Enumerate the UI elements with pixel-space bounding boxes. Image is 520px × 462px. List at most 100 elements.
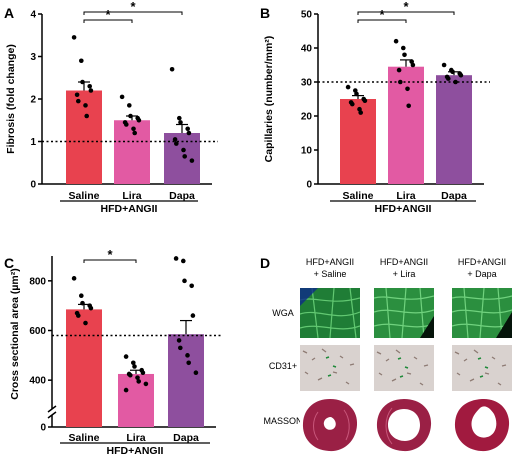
- y-axis-label: Cross sectional area (µm²): [9, 268, 21, 400]
- data-point: [178, 120, 183, 125]
- y-tick-label: 40: [301, 44, 313, 55]
- data-point: [143, 381, 149, 387]
- data-point: [169, 66, 175, 72]
- data-point: [189, 158, 195, 163]
- data-point: [181, 147, 186, 153]
- y-tick-label: 50: [301, 10, 313, 21]
- group-label: HFD+ANGII: [375, 203, 432, 215]
- category-label: Dapa: [173, 432, 199, 444]
- data-point: [128, 113, 133, 119]
- significance-bracket: [83, 19, 133, 23]
- category-label: Lira: [396, 190, 415, 202]
- data-point: [88, 305, 94, 311]
- masson-image-dapa: [452, 396, 512, 454]
- wga-image-saline: [300, 288, 360, 338]
- data-point: [123, 387, 129, 393]
- column-header-line1: HFD+ANGII: [306, 257, 354, 267]
- significance-star: *: [130, 0, 136, 14]
- data-point: [71, 276, 77, 281]
- data-point: [189, 283, 194, 289]
- data-point: [87, 83, 92, 89]
- category-label: Saline: [343, 190, 374, 202]
- wga-image-dapa: [452, 288, 512, 338]
- data-point: [131, 360, 136, 366]
- data-point: [401, 45, 406, 51]
- data-point: [441, 62, 447, 68]
- panel-letter-a: A: [4, 5, 14, 21]
- data-point: [178, 345, 183, 351]
- column-header-line2: + Saline: [314, 269, 347, 279]
- bar-lira: [114, 120, 150, 184]
- data-point: [446, 76, 451, 81]
- data-point: [80, 300, 85, 306]
- data-point: [132, 130, 137, 136]
- data-point: [79, 58, 84, 64]
- data-point: [83, 320, 88, 326]
- panel-letter-c: C: [4, 255, 14, 271]
- column-header-line2: + Dapa: [467, 269, 496, 279]
- row-label-wga: WGA: [272, 308, 294, 318]
- data-point: [193, 370, 199, 376]
- significance-bracket: [83, 11, 183, 15]
- category-label: Lira: [126, 432, 145, 444]
- data-point: [71, 35, 77, 40]
- group-label: HFD+ANGII: [107, 445, 164, 457]
- bar-dapa: [168, 334, 204, 427]
- axis-break-mark: [47, 411, 57, 419]
- y-tick-label: 20: [301, 112, 313, 123]
- data-point: [174, 141, 179, 146]
- data-point: [74, 92, 80, 98]
- cd31-image-lira: [374, 345, 434, 391]
- column-header-line1: HFD+ANGII: [458, 257, 506, 267]
- data-point: [345, 84, 351, 90]
- chart-c: 0 400 600 800 Cross sectional area (µm²) Sali…: [9, 247, 222, 457]
- category-label: Saline: [69, 190, 100, 202]
- significance-star: *: [107, 247, 113, 262]
- data-point: [79, 293, 84, 299]
- bar-lira: [118, 373, 154, 427]
- chart-a: 0 1 2 3 4 Fibrosis (fold change) Saline Lira Dap…: [5, 0, 218, 215]
- y-tick-label: 0: [40, 423, 46, 434]
- data-point: [185, 126, 190, 132]
- panel-letter-b: B: [260, 5, 270, 21]
- data-point: [458, 72, 464, 78]
- histology-panel: HFD+ANGII + Saline HFD+ANGII + Lira HFD+…: [263, 257, 512, 454]
- y-tick-label: 0: [30, 180, 36, 191]
- data-point: [135, 375, 140, 380]
- y-tick-label: 4: [30, 10, 36, 21]
- y-tick-label: 800: [29, 276, 46, 287]
- data-point: [186, 130, 192, 136]
- data-point: [410, 62, 416, 68]
- data-point: [190, 313, 196, 318]
- significance-star: *: [105, 7, 111, 22]
- axis-break-mark: [47, 405, 57, 413]
- data-point: [84, 113, 89, 119]
- category-label: Dapa: [441, 190, 467, 202]
- y-tick-label: 1: [30, 137, 36, 148]
- data-point: [393, 38, 399, 44]
- data-point: [88, 88, 94, 93]
- wga-image-lira: [374, 288, 434, 338]
- data-point: [405, 86, 410, 92]
- data-point: [450, 69, 455, 75]
- data-point: [406, 103, 412, 109]
- y-tick-label: 10: [301, 146, 313, 157]
- data-point: [354, 91, 359, 97]
- data-point: [396, 67, 402, 73]
- bar-lira: [388, 66, 424, 184]
- data-point: [182, 278, 187, 284]
- data-point: [131, 126, 136, 132]
- bar-dapa: [436, 75, 472, 184]
- data-point: [176, 338, 182, 343]
- data-point: [453, 79, 458, 85]
- data-point: [136, 117, 142, 123]
- data-point: [182, 154, 187, 159]
- bar-charts: 0 1 2 3 4 Fibrosis (fold change) Saline Lira Dap…: [5, 0, 490, 457]
- group-label: HFD+ANGII: [101, 203, 158, 215]
- data-point: [80, 79, 85, 85]
- data-point: [76, 313, 81, 318]
- y-tick-label: 30: [301, 78, 313, 89]
- data-point: [181, 258, 186, 264]
- data-point: [123, 354, 129, 359]
- chart-b: 0 10 20 30 40 50 Capillaries (number/mm²) Salin…: [263, 0, 490, 215]
